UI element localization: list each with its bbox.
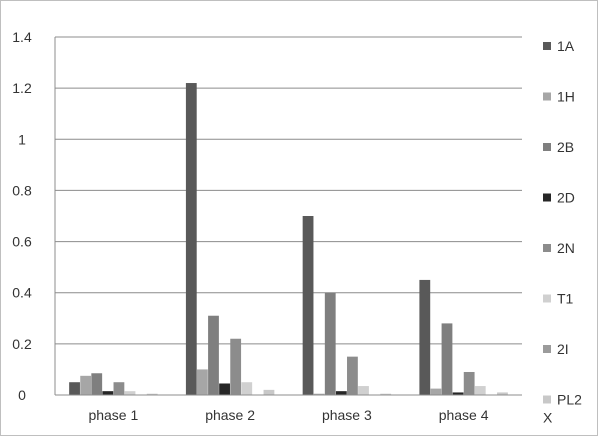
- bar-1h-phase-4: [430, 388, 442, 395]
- y-tick-label: 0: [18, 387, 26, 403]
- bar-2d-phase-3: [335, 391, 347, 395]
- bar-2b-phase-4: [441, 323, 453, 395]
- legend-label: 2D: [557, 190, 575, 206]
- legend: 1A 1H 2B 2D 2N T1 2I PL2 X: [543, 38, 582, 426]
- legend-item: PL2 X: [543, 392, 582, 426]
- legend-item: 2B: [543, 139, 574, 155]
- bar-2d-phase-1: [102, 391, 114, 395]
- legend-swatch: [543, 345, 551, 353]
- y-tick-label: 0.2: [12, 336, 32, 352]
- legend-swatch: [543, 193, 551, 202]
- bar-2d-phase-4: [452, 392, 464, 395]
- legend-label: 1A: [557, 38, 575, 54]
- gridlines: [55, 36, 522, 345]
- legend-label: 2I: [557, 341, 569, 357]
- axes: 0 0.2 0.4 0.6 0.8 1 1.2 1.4 phase 1 phase 2 phase …: [12, 29, 522, 423]
- bar-2n-phase-2: [230, 338, 242, 395]
- bar-1a-phase-2: [185, 83, 197, 396]
- y-tick-label: 0.4: [12, 285, 32, 301]
- y-tick-label: 1.4: [12, 29, 32, 45]
- x-tick-label: phase 4: [439, 407, 489, 423]
- legend-label: 2B: [557, 139, 574, 155]
- x-tick-label: phase 2: [205, 407, 255, 423]
- bar-pl2x-phase-2: [263, 389, 275, 395]
- legend-item: 2N: [543, 240, 575, 256]
- bars: [69, 83, 508, 396]
- legend-swatch: [543, 42, 551, 50]
- bar-1a-phase-3: [302, 216, 314, 395]
- bar-2n-phase-3: [347, 356, 358, 395]
- legend-label: PL2 X: [543, 392, 582, 426]
- bar-pl2x-phase-4: [497, 392, 508, 395]
- x-tick-label: phase 1: [88, 407, 138, 423]
- bar-2n-phase-4: [463, 371, 475, 395]
- legend-swatch: [543, 143, 551, 151]
- y-tick-label: 1.2: [12, 80, 32, 96]
- bar-t1-phase-1: [124, 391, 136, 395]
- bar-1a-phase-1: [69, 382, 80, 395]
- bar-2d-phase-2: [219, 383, 230, 395]
- legend-swatch: [543, 395, 551, 404]
- legend-swatch: [543, 244, 551, 252]
- legend-label: T1: [557, 291, 574, 307]
- bar-t1-phase-4: [474, 386, 486, 395]
- bar-1h-phase-1: [80, 375, 92, 395]
- y-tick-label: 1: [18, 131, 26, 147]
- bar-pl2x-phase-3: [380, 393, 392, 395]
- legend-label: 1H: [557, 89, 575, 105]
- bar-1h-phase-3: [313, 393, 325, 395]
- x-tick-label: phase 3: [322, 407, 372, 423]
- bar-2n-phase-1: [113, 382, 125, 395]
- legend-label: 2N: [557, 240, 575, 256]
- legend-item: T1: [543, 291, 574, 307]
- bar-1h-phase-2: [196, 369, 208, 395]
- legend-item: 2I: [543, 341, 569, 357]
- bar-2b-phase-2: [208, 315, 219, 395]
- bar-2b-phase-1: [91, 373, 103, 395]
- y-tick-label: 0.8: [12, 182, 32, 198]
- legend-item: 2D: [543, 190, 575, 206]
- legend-swatch: [543, 294, 551, 303]
- legend-item: 1A: [543, 38, 575, 54]
- legend-swatch: [543, 92, 551, 101]
- bar-t1-phase-3: [358, 386, 369, 395]
- bar-t1-phase-2: [241, 382, 253, 395]
- legend-item: 1H: [543, 89, 575, 105]
- y-tick-label: 0.6: [12, 234, 32, 250]
- bar-2b-phase-3: [324, 292, 336, 395]
- bar-pl2x-phase-1: [146, 393, 158, 395]
- bar-1a-phase-4: [419, 279, 431, 395]
